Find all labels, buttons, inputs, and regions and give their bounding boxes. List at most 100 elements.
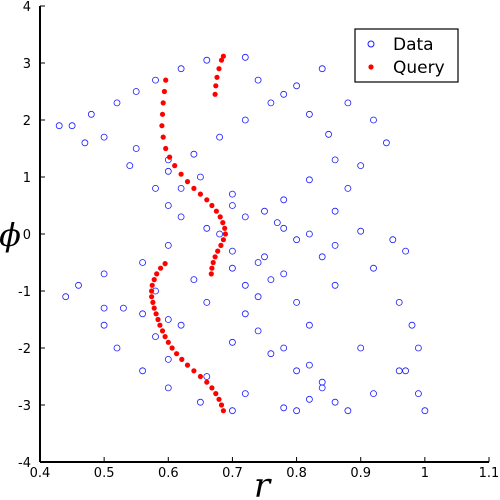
data-point (241, 310, 249, 318)
data-point (152, 184, 159, 192)
data-point (190, 150, 198, 158)
data-point (370, 116, 377, 124)
query-point (204, 379, 210, 385)
x-tick-label: 0.9 (350, 466, 371, 481)
plot-area (55, 53, 429, 415)
data-point (357, 227, 365, 235)
data-point (293, 298, 301, 306)
data-point (305, 395, 313, 403)
data-point (254, 293, 262, 301)
data-point (357, 162, 365, 170)
query-point (149, 288, 155, 294)
query-point (165, 339, 171, 345)
data-point (228, 247, 236, 255)
data-point (139, 367, 147, 375)
y-axis-label: ϕ (0, 216, 21, 254)
query-point (216, 396, 222, 402)
y-tick-label: 3 (23, 57, 31, 72)
query-point (212, 254, 218, 260)
query-point (163, 77, 169, 83)
data-point (100, 270, 108, 278)
data-point (344, 407, 352, 415)
y-tick-label: -1 (18, 285, 31, 300)
query-point (159, 328, 166, 334)
query-point (214, 74, 220, 80)
query-point (218, 57, 225, 63)
data-point (177, 321, 185, 329)
data-point (318, 378, 326, 386)
data-point (87, 110, 95, 118)
legend-box (354, 28, 459, 83)
data-point (81, 139, 89, 147)
query-point (210, 259, 216, 266)
query-point (174, 351, 180, 357)
data-point (75, 281, 82, 289)
query-point (154, 271, 160, 277)
data-point (331, 281, 339, 289)
data-point (325, 130, 333, 138)
data-point (370, 264, 377, 272)
data-point (139, 310, 147, 318)
y-tick-label: -4 (18, 456, 31, 471)
legend-query-label: Query (393, 58, 445, 78)
query-point (162, 261, 168, 267)
query-point (169, 345, 175, 351)
x-tick-label: 0.6 (158, 466, 179, 481)
data-point (203, 373, 211, 380)
query-point (149, 294, 155, 300)
data-point (164, 355, 172, 363)
data-point (241, 213, 249, 221)
data-point (120, 304, 127, 312)
query-point (172, 163, 178, 169)
data-point (164, 241, 172, 249)
query-point (220, 53, 226, 59)
y-tick-label: 0 (23, 228, 31, 243)
query-point (184, 179, 191, 185)
data-point (402, 247, 410, 255)
data-point (113, 344, 121, 352)
data-point (414, 344, 422, 352)
query-point (153, 311, 159, 317)
data-point (241, 116, 249, 124)
query-point (197, 191, 203, 197)
data-point (267, 276, 275, 284)
legend-query-marker (368, 64, 374, 70)
legend-data-label: Data (393, 35, 434, 55)
query-point (178, 171, 184, 177)
data-point (370, 390, 377, 398)
query-point (213, 391, 219, 397)
x-tick-label: 1.1 (479, 466, 500, 481)
data-point (152, 76, 159, 84)
query-point (191, 185, 197, 191)
data-point (293, 236, 301, 244)
query-point (149, 282, 155, 288)
query-point (151, 277, 157, 283)
data-point (267, 99, 275, 107)
x-axis-ticks: 0.4 0.5 0.6 0.7 0.8 0.9 1 1.1 (30, 457, 500, 481)
query-point (204, 197, 210, 203)
data-point (280, 196, 288, 204)
query-point (220, 220, 226, 226)
query-point (157, 322, 163, 328)
data-point (280, 90, 288, 98)
data-point (331, 207, 339, 215)
query-point (163, 145, 169, 152)
query-point (150, 299, 156, 305)
data-point (408, 321, 416, 329)
data-point (164, 384, 172, 392)
query-point (217, 214, 223, 220)
query-point (191, 368, 197, 374)
x-tick-label: 0.8 (286, 466, 307, 481)
data-point (132, 88, 140, 95)
data-point (331, 241, 339, 249)
query-point (160, 100, 166, 106)
y-tick-label: -3 (18, 399, 31, 414)
data-point (216, 230, 224, 238)
data-point (152, 333, 159, 341)
query-point (220, 237, 226, 243)
data-point (280, 344, 288, 352)
query-point (159, 123, 165, 129)
query-point (155, 316, 161, 323)
legend: Data Query (354, 28, 459, 83)
data-point (305, 230, 313, 238)
